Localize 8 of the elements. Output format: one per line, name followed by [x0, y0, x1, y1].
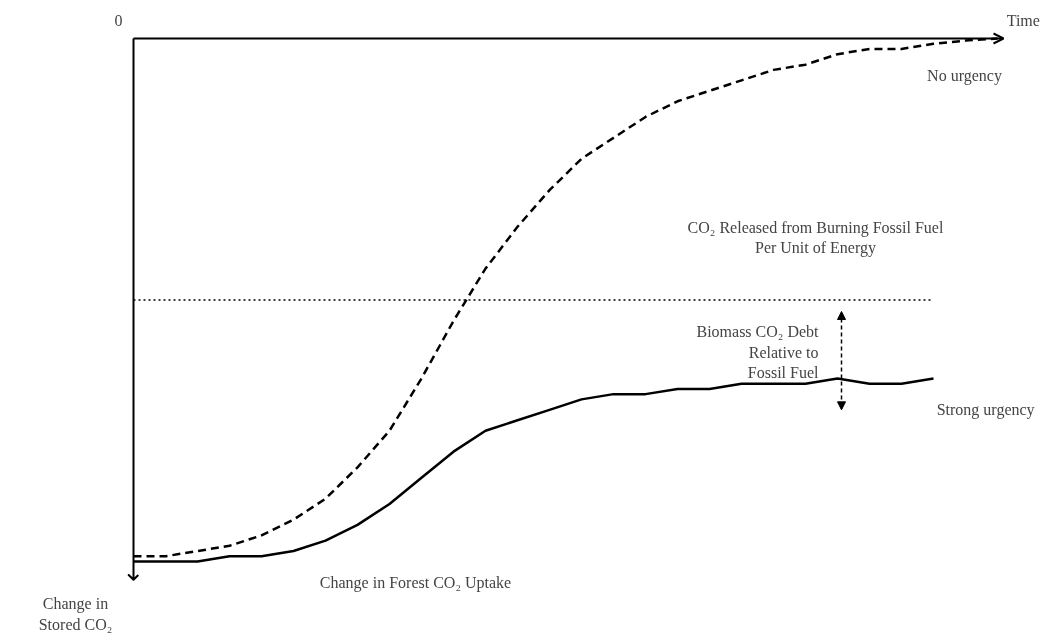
series-label: Strong urgency: [936, 401, 1035, 420]
ref-line-label: CO₂ Released from Burning Fossil Fuel Per Unit of Energy: [687, 218, 944, 257]
text: 0: [114, 12, 123, 30]
x-axis-title: Time: [1006, 12, 1040, 30]
y-axis-title: Change in Stored CO₂: [38, 595, 113, 633]
series-label: No urgency: [927, 66, 1002, 85]
annotation: Biomass CO₂ Debt Relative to Fossil Fuel: [696, 323, 820, 382]
text: Change in Forest CO₂ Uptake: [319, 573, 512, 592]
